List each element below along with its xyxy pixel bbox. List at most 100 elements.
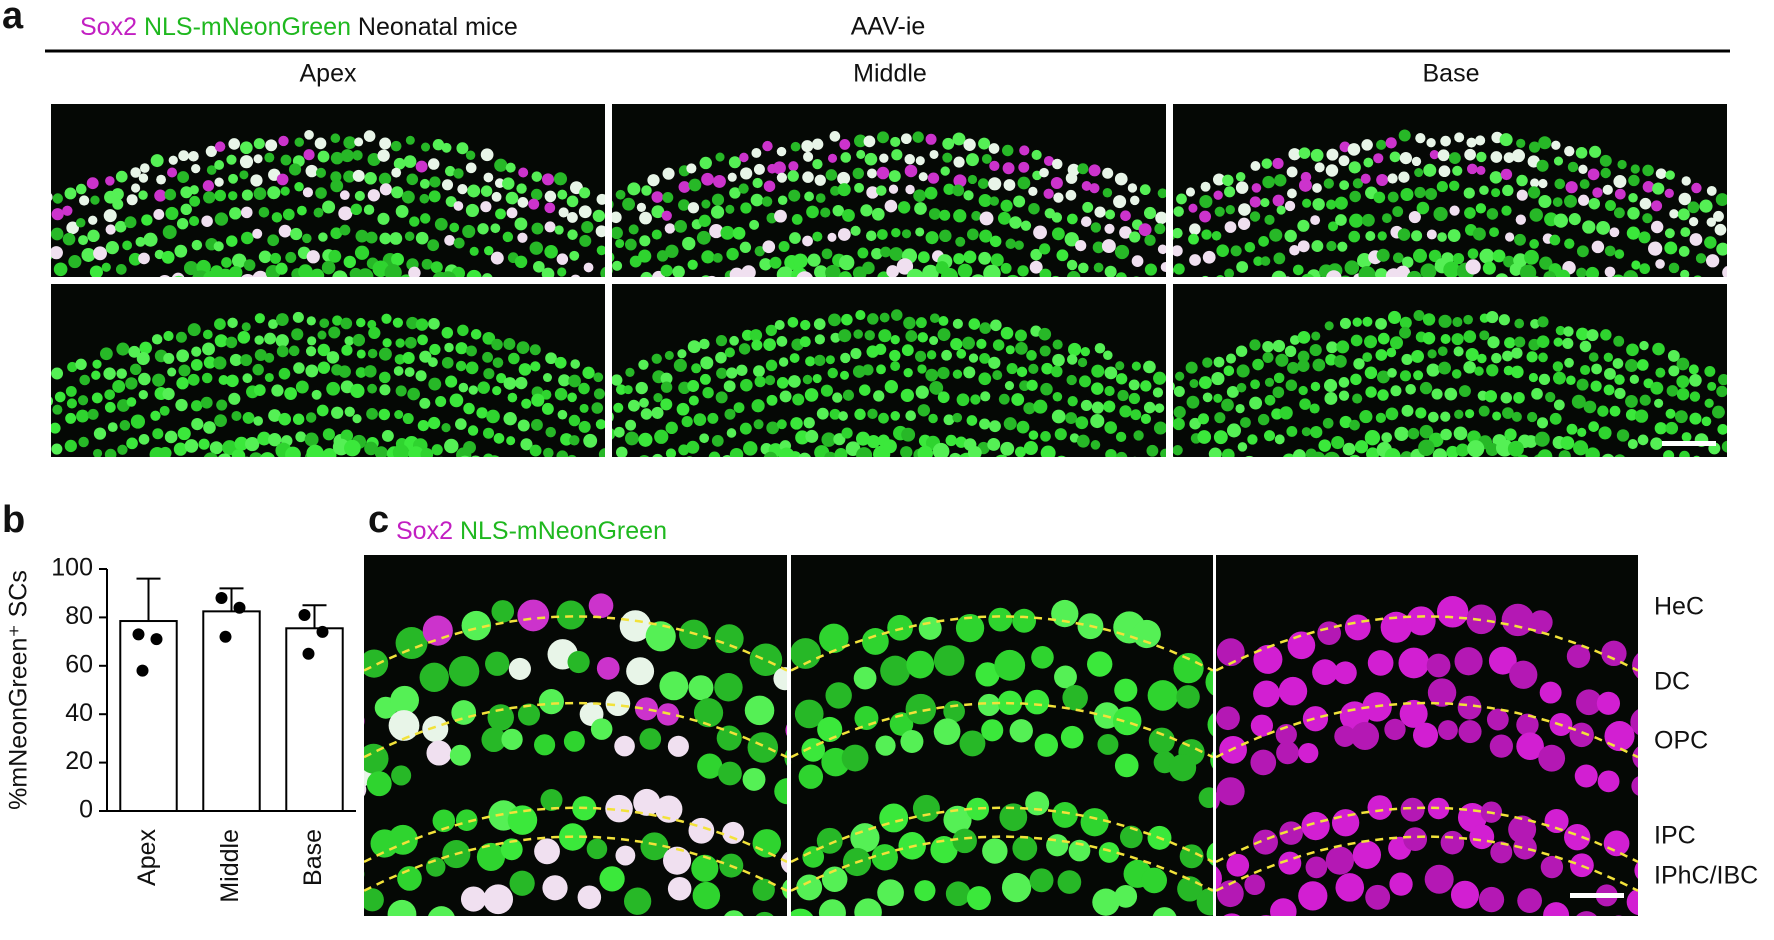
cell (1352, 178, 1364, 189)
cell (64, 187, 77, 200)
cell (1617, 159, 1627, 170)
cell (51, 227, 64, 241)
cell (1222, 174, 1234, 187)
cell (794, 699, 824, 729)
cell (855, 309, 866, 321)
cell (382, 338, 392, 348)
cell (819, 623, 849, 654)
cell (340, 149, 354, 163)
cell (1114, 753, 1139, 778)
cell (280, 186, 290, 196)
cell (115, 170, 128, 183)
cell (988, 177, 1002, 191)
cell (241, 231, 254, 245)
cell (1101, 485, 1114, 498)
cell (1707, 381, 1717, 391)
cell (167, 167, 178, 178)
cell (1161, 499, 1172, 510)
cell (655, 795, 683, 823)
cell (1539, 256, 1553, 270)
cell (456, 142, 469, 155)
cell (254, 348, 267, 361)
cell (568, 374, 581, 388)
cell (1463, 314, 1473, 325)
cell (932, 442, 950, 457)
cell (138, 372, 151, 386)
cell (1591, 363, 1602, 375)
cell (560, 485, 576, 501)
cell (534, 838, 560, 865)
cell (187, 373, 200, 386)
cell (889, 349, 901, 362)
cell (1704, 398, 1714, 408)
cell (825, 682, 852, 709)
cell (544, 221, 556, 233)
cell (484, 245, 494, 256)
cell (1249, 196, 1261, 208)
cell (1090, 440, 1101, 450)
cell (562, 478, 576, 492)
cell (978, 137, 991, 150)
cell (1576, 378, 1589, 391)
cell (1244, 874, 1265, 896)
cell (814, 174, 826, 186)
cell (243, 259, 256, 271)
cell (1436, 180, 1448, 193)
cell (763, 338, 776, 351)
cell (1091, 364, 1105, 378)
cell (1428, 249, 1442, 263)
cell (1173, 227, 1183, 239)
cell (1664, 241, 1678, 255)
cell (639, 728, 662, 750)
cell (1062, 684, 1088, 711)
cell (573, 481, 588, 496)
cell (1224, 268, 1235, 277)
cell (192, 459, 207, 474)
cell (1691, 182, 1702, 194)
cell (1173, 382, 1175, 391)
cell (483, 884, 514, 915)
cell (419, 350, 432, 363)
cell (624, 238, 637, 251)
cell (596, 193, 605, 205)
cell (952, 828, 977, 854)
cell (678, 181, 691, 193)
cell (1415, 133, 1426, 144)
cell (688, 178, 702, 192)
cell (241, 273, 255, 277)
cell (318, 232, 328, 242)
cell (590, 718, 613, 740)
cell (343, 136, 357, 149)
cell (1639, 197, 1652, 210)
cell (1127, 183, 1138, 193)
cell (267, 186, 281, 200)
cell (1312, 358, 1326, 372)
cell (623, 385, 633, 395)
cell (1543, 902, 1570, 916)
cell (1650, 437, 1663, 450)
cell (1527, 186, 1541, 199)
cell (191, 346, 202, 357)
cell (1566, 375, 1576, 386)
cell (628, 224, 639, 235)
cell (1625, 408, 1638, 421)
cell (1344, 614, 1371, 641)
cell (1223, 365, 1235, 377)
cell (979, 352, 991, 364)
cell (295, 431, 307, 443)
cell (1286, 464, 1303, 481)
legend-subject: Neonatal mice (358, 13, 518, 41)
cell (1447, 229, 1461, 242)
cell (502, 231, 514, 243)
cell (317, 343, 330, 357)
cell (738, 343, 751, 355)
cell (201, 215, 213, 227)
cell (776, 146, 787, 157)
cell (1600, 329, 1612, 341)
cell (1486, 708, 1509, 731)
cell (1538, 352, 1548, 363)
cell (427, 416, 441, 430)
cell (1637, 465, 1649, 477)
cell (428, 906, 455, 916)
cell (707, 412, 719, 424)
